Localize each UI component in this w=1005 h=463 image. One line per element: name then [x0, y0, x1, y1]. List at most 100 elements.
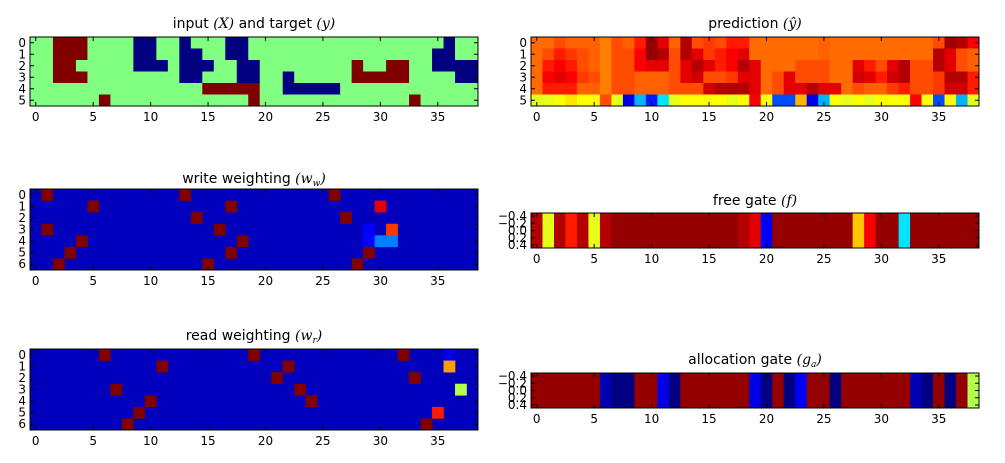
heatmap-cell — [645, 48, 658, 61]
heatmap-cell — [852, 37, 865, 49]
heatmap-cell — [202, 372, 215, 385]
heatmap-cell — [305, 200, 318, 213]
heatmap-cell — [340, 395, 353, 408]
heatmap-cell — [144, 212, 157, 225]
heatmap-cell — [967, 83, 980, 95]
x-tick-label: 5 — [590, 110, 598, 124]
heatmap-cell — [75, 83, 88, 95]
heatmap-cell — [432, 83, 445, 95]
heatmap-cell — [110, 372, 123, 385]
heatmap-cell — [328, 383, 341, 396]
weight-cell — [52, 258, 65, 271]
heatmap-cell — [588, 48, 601, 61]
heatmap-cell — [340, 349, 353, 362]
heatmap-cell — [749, 71, 762, 84]
x-tick-label: 10 — [143, 274, 158, 288]
heatmap-cell — [133, 212, 146, 225]
heatmap-cell — [271, 71, 284, 84]
heatmap-cell — [703, 71, 716, 84]
heatmap-cell — [864, 94, 877, 107]
heatmap-cell — [374, 94, 387, 107]
y-tick-label: 1 — [18, 359, 26, 373]
heatmap-cell — [944, 60, 957, 72]
heatmap-cell — [466, 71, 479, 84]
heatmap-cell — [657, 373, 670, 409]
heatmap-cell — [887, 48, 900, 61]
heatmap-cell — [466, 360, 479, 373]
heatmap-cell — [921, 60, 934, 72]
heatmap-cell — [213, 60, 226, 72]
heatmap-cell — [179, 60, 192, 72]
heatmap-cell — [645, 71, 658, 84]
heatmap-cell — [576, 48, 589, 61]
heatmap-cell — [898, 94, 911, 107]
heatmap-cell — [236, 48, 249, 61]
x-tick-label: 20 — [258, 274, 273, 288]
heatmap-cell — [542, 37, 555, 49]
heatmap-cell — [806, 48, 819, 61]
heatmap-cell — [64, 349, 77, 362]
heatmap-cell — [52, 360, 65, 373]
heatmap-cell — [179, 349, 192, 362]
heatmap-cell — [657, 213, 670, 249]
heatmap-cell — [588, 94, 601, 107]
heatmap-cell — [271, 406, 284, 419]
heatmap-cell — [41, 37, 54, 49]
heatmap-cell — [110, 200, 123, 213]
heatmap-cell — [657, 37, 670, 49]
heatmap-cell — [294, 349, 307, 362]
heatmap-cell — [328, 258, 341, 271]
heatmap-cell — [351, 48, 364, 61]
heatmap-cell — [156, 372, 169, 385]
heatmap-cell — [75, 349, 88, 362]
weight-cell — [397, 349, 410, 361]
heatmap-cell — [75, 37, 88, 49]
heatmap-cell — [75, 212, 88, 225]
heatmap-cell — [455, 395, 468, 408]
heatmap-cell — [328, 418, 341, 431]
heatmap-cell — [271, 189, 284, 202]
heatmap-cell — [588, 373, 601, 409]
heatmap-cell — [795, 373, 808, 409]
heatmap-cell — [225, 37, 238, 49]
heatmap-cell — [87, 83, 100, 95]
heatmap-cell — [565, 83, 578, 95]
heatmap-cell — [714, 60, 727, 72]
heatmap-cell — [87, 37, 100, 49]
heatmap-cell — [52, 83, 65, 95]
heatmap-cell — [87, 60, 100, 72]
heatmap-cell — [531, 83, 543, 95]
heatmap-cell — [305, 37, 318, 49]
heatmap-cell — [167, 212, 180, 225]
heatmap-cell — [409, 235, 422, 248]
heatmap-cell — [363, 258, 376, 271]
heatmap-cell — [52, 60, 65, 72]
heatmap-cell — [133, 395, 146, 408]
heatmap-cell — [714, 373, 727, 409]
heatmap-cell — [190, 48, 203, 61]
heatmap-cell — [144, 60, 157, 72]
heatmap-cell — [680, 71, 693, 84]
heatmap-cell — [432, 37, 445, 49]
heatmap-cell — [133, 418, 146, 431]
heatmap-cell — [87, 94, 100, 107]
heatmap-cell — [420, 223, 433, 236]
heatmap-cell — [443, 37, 456, 49]
heatmap-cell — [443, 258, 456, 271]
heatmap-cell — [875, 37, 888, 49]
heatmap-cell — [887, 83, 900, 95]
heatmap-cell — [190, 406, 203, 419]
heatmap-cell — [213, 360, 226, 373]
heatmap-cell — [576, 60, 589, 72]
heatmap-cell — [87, 372, 100, 385]
heatmap-cell — [156, 349, 169, 362]
heatmap-cell — [944, 373, 957, 409]
heatmap-cell — [179, 395, 192, 408]
heatmap-cell — [121, 212, 134, 225]
heatmap-cell — [87, 71, 100, 84]
heatmap-cell — [599, 213, 612, 249]
heatmap-cell — [466, 189, 479, 202]
heatmap-cell — [340, 71, 353, 84]
heatmap-cell — [967, 373, 980, 409]
heatmap-cell — [420, 189, 433, 202]
